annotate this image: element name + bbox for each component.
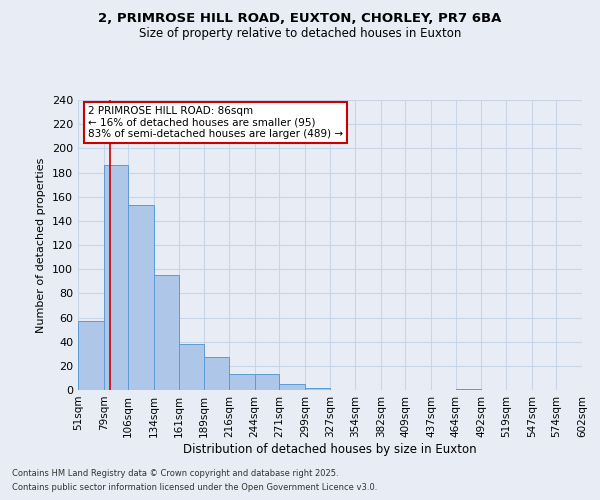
Bar	[229, 374, 254, 390]
Bar	[179, 344, 204, 390]
Bar	[456, 389, 481, 390]
Text: 2 PRIMROSE HILL ROAD: 86sqm
← 16% of detached houses are smaller (95)
83% of sem: 2 PRIMROSE HILL ROAD: 86sqm ← 16% of det…	[88, 106, 343, 139]
Text: Contains public sector information licensed under the Open Government Licence v3: Contains public sector information licen…	[12, 484, 377, 492]
Y-axis label: Number of detached properties: Number of detached properties	[37, 158, 46, 332]
Bar	[254, 374, 279, 390]
Bar	[204, 358, 229, 390]
Bar	[128, 205, 154, 390]
Bar	[78, 321, 104, 390]
Text: 2, PRIMROSE HILL ROAD, EUXTON, CHORLEY, PR7 6BA: 2, PRIMROSE HILL ROAD, EUXTON, CHORLEY, …	[98, 12, 502, 26]
X-axis label: Distribution of detached houses by size in Euxton: Distribution of detached houses by size …	[183, 442, 477, 456]
Bar	[305, 388, 331, 390]
Bar	[154, 275, 179, 390]
Bar	[104, 166, 128, 390]
Text: Contains HM Land Registry data © Crown copyright and database right 2025.: Contains HM Land Registry data © Crown c…	[12, 468, 338, 477]
Text: Size of property relative to detached houses in Euxton: Size of property relative to detached ho…	[139, 28, 461, 40]
Bar	[279, 384, 305, 390]
